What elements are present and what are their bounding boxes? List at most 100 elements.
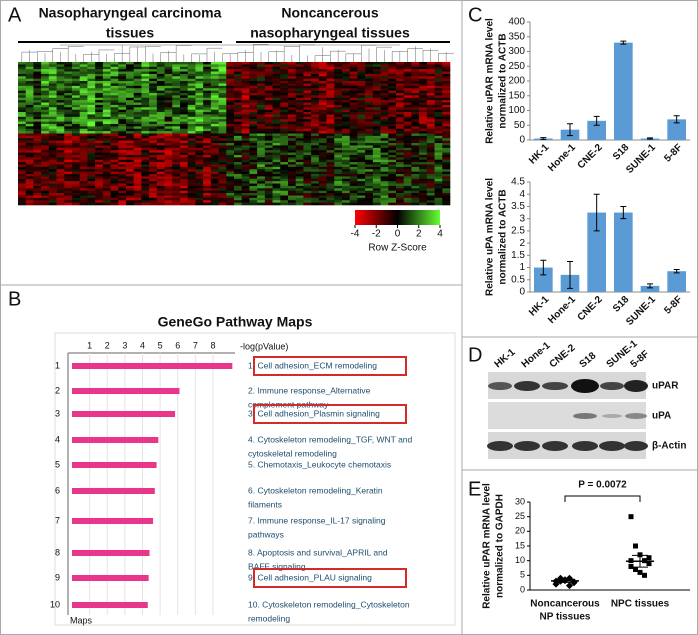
heatmap-cell: [334, 126, 343, 130]
heatmap-cell: [249, 138, 258, 141]
heatmap-cell: [419, 183, 428, 187]
heatmap-cell: [156, 200, 165, 203]
heatmap-cell: [303, 83, 312, 87]
heatmap-cell: [326, 202, 335, 206]
heatmap-cell: [234, 150, 243, 153]
heatmap-cell: [403, 78, 412, 82]
heatmap-cell: [33, 97, 42, 101]
heatmap-cell: [411, 193, 420, 196]
heatmap-cell: [419, 62, 428, 65]
x-tick-label: Hone-1: [546, 142, 578, 174]
heatmap-cell: [419, 188, 428, 191]
heatmap-cell: [79, 181, 88, 184]
heatmap-cell: [48, 162, 57, 165]
heatmap-cell: [25, 185, 34, 189]
heatmap-cell: [102, 131, 111, 134]
heatmap-cell: [280, 164, 289, 168]
heatmap-cell: [288, 154, 297, 158]
heatmap-cell: [87, 71, 96, 75]
heatmap-cell: [18, 114, 27, 118]
heatmap-cell: [187, 126, 196, 130]
heatmap-cell: [56, 76, 65, 79]
heatmap-cell: [79, 95, 88, 99]
heatmap-cell: [303, 73, 312, 77]
heatmap-cell: [303, 62, 312, 65]
heatmap-cell: [357, 71, 366, 75]
heatmap-cell: [318, 92, 327, 96]
heatmap-cell: [411, 78, 420, 82]
heatmap-cell: [133, 195, 142, 199]
heatmap-cell: [388, 200, 397, 203]
heatmap-cell: [241, 197, 250, 201]
heatmap-cell: [210, 145, 219, 149]
heatmap-cell: [180, 104, 189, 108]
heatmap-cell: [180, 112, 189, 115]
heatmap-cell: [264, 100, 273, 103]
heatmap-cell: [187, 71, 196, 75]
heatmap-cell: [172, 92, 181, 96]
heatmap-cell: [372, 174, 381, 177]
bar: [72, 388, 180, 394]
heatmap-cell: [72, 183, 81, 187]
heatmap-cell: [295, 197, 304, 201]
heatmap-cell: [172, 188, 181, 191]
heatmap-cell: [110, 90, 119, 94]
heatmap-cell: [396, 178, 405, 182]
heatmap-cell: [241, 135, 250, 139]
heatmap-cell: [72, 126, 81, 130]
heatmap-cell: [426, 119, 435, 122]
heatmap-cell: [380, 193, 389, 196]
heatmap-cell: [226, 150, 235, 153]
heatmap-cell: [411, 169, 420, 172]
heatmap-cell: [380, 202, 389, 206]
heatmap-cell: [56, 200, 65, 203]
heatmap-cell: [118, 159, 127, 163]
heatmap-cell: [72, 150, 81, 153]
heatmap-cell: [241, 104, 250, 108]
heatmap-cell: [288, 131, 297, 134]
heatmap-cell: [318, 174, 327, 177]
heatmap-cell: [218, 145, 227, 149]
heatmap-cell: [18, 138, 27, 141]
heatmap-cell: [372, 169, 381, 172]
heatmap-cell: [326, 88, 335, 91]
heatmap-cell: [48, 100, 57, 103]
heatmap-cell: [257, 85, 266, 89]
heatmap-cell: [264, 143, 273, 146]
heatmap-cell: [25, 85, 34, 89]
heatmap-cell: [41, 90, 50, 94]
point: [637, 552, 643, 558]
heatmap-cell: [334, 114, 343, 118]
heatmap-cell: [272, 119, 281, 122]
heatmap-cell: [56, 195, 65, 199]
bar: [72, 437, 159, 443]
heatmap-cell: [56, 88, 65, 91]
heatmap-cell: [95, 76, 104, 79]
heatmap-cell: [257, 123, 266, 127]
heatmap-cell: [342, 107, 351, 110]
heatmap-cell: [48, 166, 57, 170]
heatmap-cell: [87, 176, 96, 180]
heatmap-cell: [334, 176, 343, 180]
heatmap-cell: [334, 147, 343, 151]
heatmap-cell: [311, 107, 320, 110]
heatmap-cell: [172, 131, 181, 134]
heatmap-cell: [141, 88, 150, 91]
heatmap-cell: [357, 154, 366, 158]
heatmap-cell: [79, 157, 88, 161]
heatmap-cell: [33, 100, 42, 103]
y-tick-label: 5: [55, 459, 60, 469]
heatmap-cell: [241, 69, 250, 72]
pathway-label: 5. Chemotaxis_Leukocyte chemotaxis: [248, 459, 391, 469]
heatmap-cell: [326, 147, 335, 151]
heatmap-cell: [180, 114, 189, 118]
heatmap-cell: [419, 140, 428, 144]
heatmap-cell: [403, 109, 412, 113]
heatmap-cell: [396, 135, 405, 139]
heatmap-cell: [380, 188, 389, 191]
heatmap-cell: [288, 195, 297, 199]
heatmap-cell: [288, 157, 297, 161]
heatmap-cell: [87, 145, 96, 149]
heatmap-cell: [118, 178, 127, 182]
heatmap-cell: [195, 133, 204, 137]
